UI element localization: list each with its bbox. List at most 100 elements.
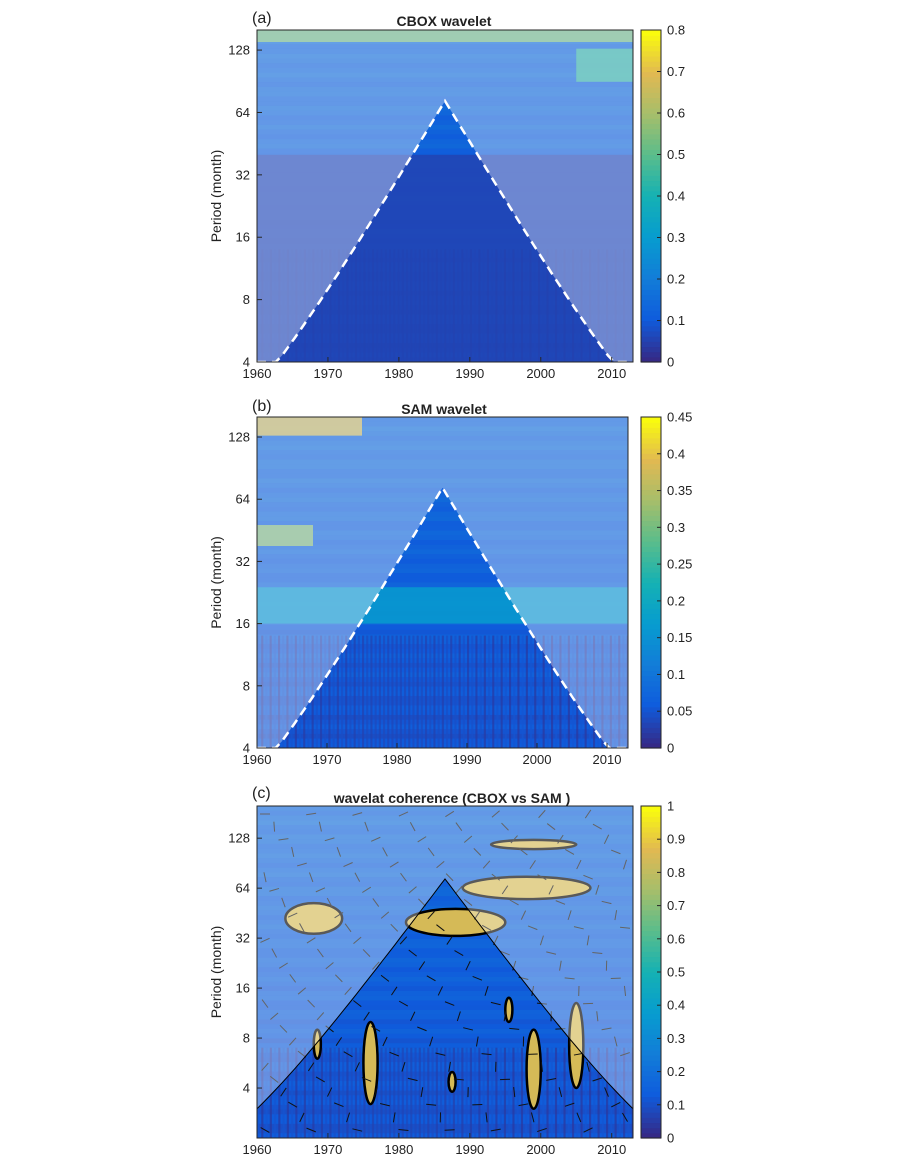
heatmap-cell [482, 1047, 485, 1138]
colorbar-swatch [641, 154, 661, 161]
phase-arrow [418, 898, 426, 907]
heatmap-band [257, 44, 633, 49]
colorbar-swatch [641, 701, 661, 708]
colorbar-swatch [641, 315, 661, 322]
colorbar-swatch [641, 71, 661, 78]
phase-arrow [510, 835, 518, 844]
heatmap-cell [440, 1047, 443, 1138]
heatmap-cell [469, 1047, 472, 1138]
heatmap-cell [261, 1047, 264, 1138]
colorbar-swatch [641, 175, 661, 182]
y-tick-label: 4 [243, 355, 250, 370]
colorbar-swatch [641, 1023, 661, 1030]
heatmap-cell [509, 635, 512, 748]
colorbar: 0 0.1 0.2 0.3 0.4 0.5 0.6 0.7 0.8 0.9 1 [640, 799, 685, 1146]
heatmap-cell [408, 635, 411, 748]
colorbar-swatch [641, 1086, 661, 1092]
colorbar-swatch [641, 1132, 661, 1139]
phase-arrow [271, 948, 278, 958]
y-tick-label: 128 [228, 831, 250, 846]
phase-arrow [426, 1103, 437, 1106]
heatmap-band [257, 886, 633, 892]
colorbar-swatch [641, 494, 661, 501]
phase-arrow [548, 885, 554, 895]
phase-arrow [306, 937, 316, 944]
phase-arrow [614, 910, 618, 921]
heatmap-cell [609, 635, 612, 748]
phase-arrow [463, 899, 473, 906]
y-tick-label: 4 [243, 1081, 250, 1096]
plot-area [257, 30, 633, 362]
heatmap-cell [593, 1047, 596, 1138]
colorbar-swatch [641, 346, 661, 353]
heatmap-band [257, 506, 628, 512]
colorbar-swatch [641, 273, 661, 280]
phase-arrow [491, 873, 501, 881]
heatmap-cell [433, 635, 436, 748]
colorbar-frame [640, 416, 662, 749]
colorbar-swatch [641, 696, 661, 703]
phase-arrow [620, 1052, 630, 1057]
phase-arrow [445, 873, 454, 882]
heatmap-cell [405, 1047, 409, 1138]
colorbar-swatch [641, 279, 661, 285]
phase-arrow [555, 900, 566, 905]
phase-arrow [586, 935, 590, 946]
colorbar-swatch [641, 603, 661, 609]
heatmap-cell [290, 635, 293, 748]
heatmap-cell [534, 635, 537, 748]
colorbar-tick-label: 0 [667, 1131, 674, 1146]
x-tick-label: 1960 [243, 1142, 272, 1157]
heatmap-cell [273, 635, 276, 748]
phase-arrow [420, 1087, 424, 1098]
colorbar-swatch [641, 608, 661, 615]
colorbar-swatch [641, 935, 661, 942]
phase-arrow [269, 1075, 279, 1083]
colorbar-swatch [641, 55, 661, 62]
phase-arrow [437, 986, 443, 996]
phase-arrow [474, 910, 481, 920]
phase-arrow [546, 951, 557, 955]
colorbar-tick-label: 0.2 [667, 1064, 685, 1079]
heatmap-band [257, 120, 633, 125]
heatmap-band [257, 1028, 633, 1034]
heatmap-cell [303, 635, 306, 748]
phase-arrow [490, 1128, 501, 1132]
y-tick-label: 8 [243, 292, 250, 307]
heatmap-cell [627, 1047, 630, 1138]
x-tick-label: 2000 [523, 752, 552, 767]
phase-arrow [281, 897, 286, 908]
colorbar-swatch [641, 863, 661, 869]
heatmap-band [257, 806, 633, 811]
phase-arrow [344, 923, 352, 933]
heatmap-cell [499, 1047, 502, 1138]
heatmap-cell [286, 1047, 289, 1138]
y-axis-label: Period (month) [208, 926, 224, 1019]
heatmap-cell [378, 635, 381, 748]
heatmap-cell [521, 635, 524, 748]
colorbar-swatch [641, 737, 661, 744]
phase-arrow [380, 974, 390, 982]
colorbar-tick-label: 0.4 [667, 998, 685, 1013]
phase-arrow [481, 1053, 492, 1056]
phase-arrow [307, 1062, 315, 1072]
colorbar-swatch [641, 97, 661, 104]
phase-arrow [491, 810, 500, 818]
colorbar-swatch [641, 831, 661, 838]
panel-title: SAM wavelet [401, 401, 487, 417]
heatmap-band [257, 478, 628, 484]
colorbar-tick-label: 0.1 [667, 667, 685, 682]
phase-arrow [448, 1061, 451, 1072]
heatmap-cell [478, 1047, 481, 1138]
colorbar-swatch [641, 196, 661, 202]
heatmap-cell [614, 635, 617, 748]
heatmap-cell [401, 1047, 404, 1138]
heatmap-cell [325, 1047, 328, 1138]
phase-arrow [380, 911, 390, 919]
colorbar-swatch [641, 515, 661, 522]
y-tick-label: 4 [243, 741, 250, 756]
colorbar-swatch [641, 473, 661, 480]
heatmap-cell [508, 1047, 511, 1138]
phase-arrow [604, 1087, 609, 1097]
heatmap-cell [622, 635, 625, 748]
